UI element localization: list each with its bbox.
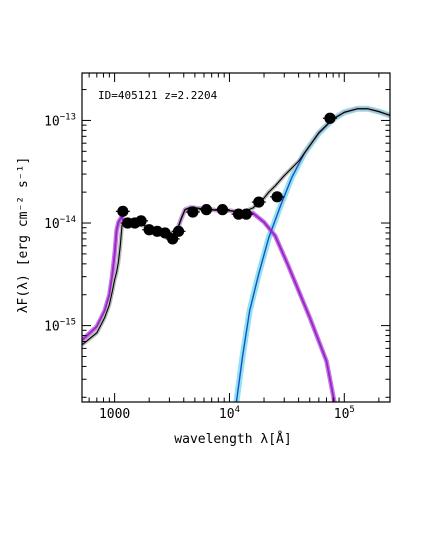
observed-points xyxy=(115,112,337,245)
data-point xyxy=(159,227,171,239)
model-uncertainty-bands xyxy=(82,105,390,402)
total-model-line xyxy=(82,108,390,346)
y-tick-label: 10−13 xyxy=(44,112,76,129)
data-point xyxy=(172,225,185,237)
x-tick-label: 1000 xyxy=(99,407,130,422)
x-tick-label: 104 xyxy=(219,405,240,422)
data-point xyxy=(324,112,336,124)
object-annotation: ID=405121 z=2.2204 xyxy=(98,89,218,102)
dust-model-line xyxy=(235,108,390,402)
data-point xyxy=(187,206,199,218)
data-point xyxy=(167,233,179,245)
data-point xyxy=(200,204,213,216)
y-axis-label: λF(λ) [erg cm⁻² s⁻¹] xyxy=(16,157,31,314)
data-point xyxy=(271,191,283,203)
data-point xyxy=(232,208,245,220)
y-tick-label: 10−14 xyxy=(44,215,76,232)
data-point xyxy=(117,205,129,217)
data-point xyxy=(240,208,252,220)
y-tick-label: 10−15 xyxy=(44,318,76,335)
tick-labels: 1000 104 105 10−15 10−14 10−13 xyxy=(44,112,355,422)
model-curves xyxy=(82,108,390,402)
x-tick-label: 105 xyxy=(334,405,355,422)
x-axis-label: wavelength λ[Å] xyxy=(174,431,291,447)
data-point xyxy=(135,215,147,227)
dust-model-band xyxy=(233,105,390,402)
plot-frame xyxy=(81,72,391,403)
data-point xyxy=(216,204,229,216)
axis-ticks xyxy=(82,73,390,402)
data-point xyxy=(253,196,265,208)
